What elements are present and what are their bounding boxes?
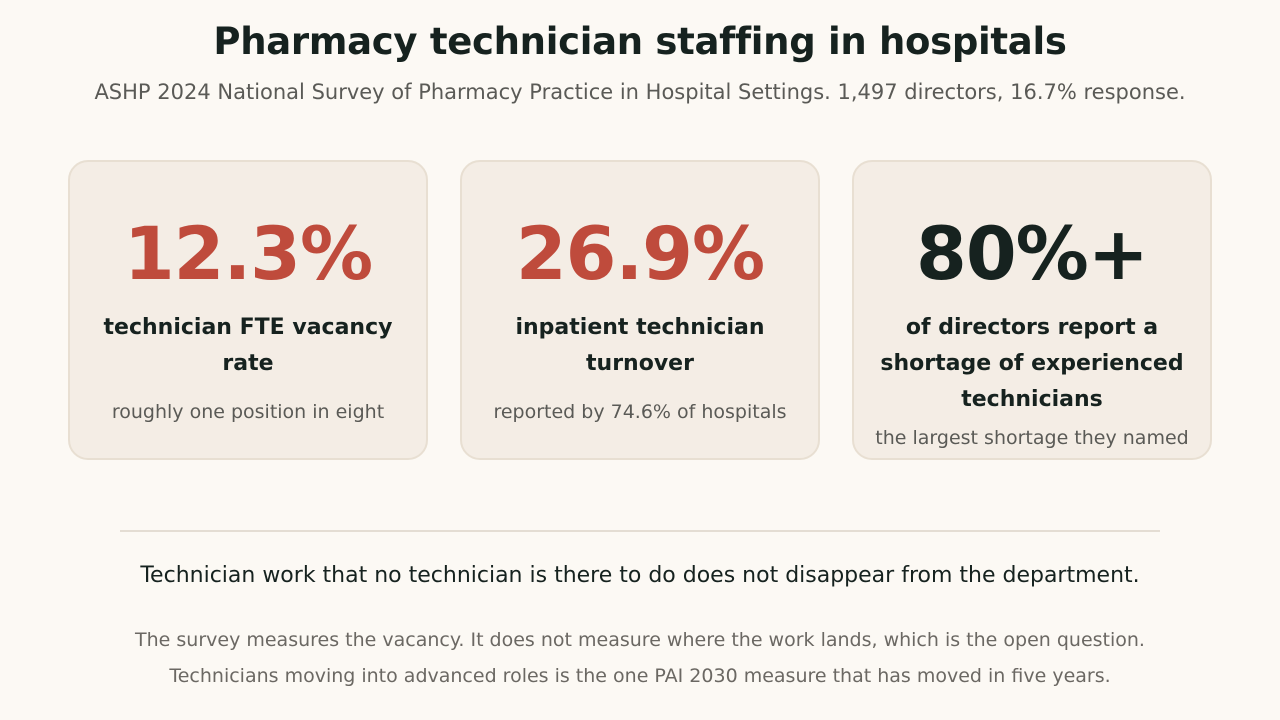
stat-card-turnover: 26.9% inpatient technician turnover repo… xyxy=(460,160,820,460)
stat-card-vacancy: 12.3% technician FTE vacancy rate roughl… xyxy=(68,160,428,460)
stat-card-shortage: 80%+ of directors report a shortage of e… xyxy=(852,160,1212,460)
stat-value: 26.9% xyxy=(515,212,765,297)
footnote-line: Technicians moving into advanced roles i… xyxy=(169,665,1111,687)
section-divider xyxy=(120,530,1160,532)
stat-label: technician FTE vacancy rate xyxy=(103,315,393,376)
conclusion-headline: Technician work that no technician is th… xyxy=(140,563,1140,588)
stat-note: reported by 74.6% of hospitals xyxy=(493,401,787,423)
page-subtitle: ASHP 2024 National Survey of Pharmacy Pr… xyxy=(94,80,1186,104)
conclusion-footnote: The survey measures the vacancy. It does… xyxy=(0,622,1280,694)
stat-label: inpatient technician turnover xyxy=(515,315,765,376)
stat-cards: 12.3% technician FTE vacancy rate roughl… xyxy=(68,160,1212,460)
footnote-line: The survey measures the vacancy. It does… xyxy=(135,629,1145,651)
stat-note: the largest shortage they named xyxy=(875,427,1189,449)
stat-label: of directors report a shortage of experi… xyxy=(880,315,1184,412)
stat-value: 80%+ xyxy=(916,212,1149,297)
stat-value: 12.3% xyxy=(123,212,373,297)
page-title: Pharmacy technician staffing in hospital… xyxy=(213,20,1067,63)
stat-note: roughly one position in eight xyxy=(111,401,385,423)
